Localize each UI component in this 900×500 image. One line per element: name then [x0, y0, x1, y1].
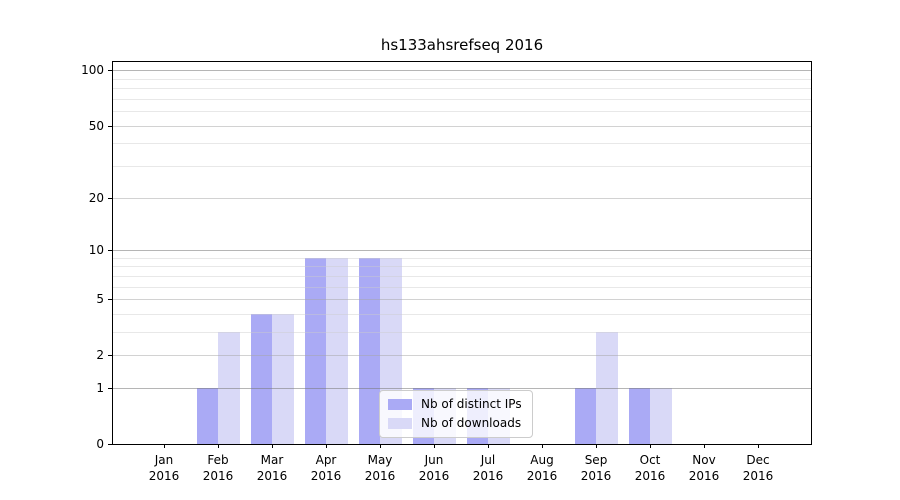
y-tick-mark	[108, 298, 113, 300]
gridline	[113, 125, 811, 127]
gridline	[113, 257, 811, 259]
x-tick-label-jul: Jul 2016	[472, 453, 504, 483]
gridline	[113, 166, 811, 167]
y-tick-mark	[108, 125, 113, 127]
x-tick-mark	[326, 444, 327, 448]
x-tick-label-may: May 2016	[364, 453, 396, 483]
x-tick-mark	[434, 444, 435, 448]
x-tick-mark	[488, 444, 489, 448]
y-tick-label: 100	[81, 63, 104, 78]
y-tick-label: 2	[96, 348, 104, 363]
x-tick-mark	[218, 444, 219, 448]
gridline	[113, 88, 811, 90]
x-tick-label-aug: Aug 2016	[526, 453, 558, 483]
legend-item-downloads: Nb of downloads	[388, 416, 522, 431]
bar-sep-distinct-ips	[574, 387, 596, 444]
gridline	[113, 313, 811, 315]
x-tick-label-jun: Jun 2016	[418, 453, 450, 483]
legend-swatch-downloads	[388, 418, 412, 429]
gridline	[113, 286, 811, 288]
y-tick-mark	[108, 70, 113, 72]
y-tick-label: 1	[96, 380, 104, 395]
bar-apr-distinct-ips	[304, 257, 326, 444]
legend-label-distinct-ips: Nb of distinct IPs	[421, 397, 522, 411]
gridline	[113, 355, 811, 357]
gridline	[113, 249, 811, 251]
x-tick-label-nov: Nov 2016	[688, 453, 720, 483]
x-tick-mark	[272, 444, 273, 448]
legend-swatch-distinct-ips	[388, 399, 412, 410]
legend: Nb of distinct IPs Nb of downloads	[379, 390, 533, 438]
x-tick-mark	[704, 444, 705, 448]
y-tick-label: 5	[96, 291, 104, 306]
bar-feb-distinct-ips	[196, 387, 218, 444]
x-tick-mark	[164, 444, 165, 448]
y-tick-mark	[108, 197, 113, 199]
y-tick-label: 50	[88, 118, 104, 133]
bar-mar-distinct-ips	[250, 313, 272, 444]
y-tick-label: 20	[88, 190, 104, 205]
gridline	[113, 111, 811, 113]
x-tick-mark	[650, 444, 651, 448]
chart-title: hs133ahsrefseq 2016	[380, 36, 544, 54]
gridline	[113, 70, 811, 72]
bar-mar-downloads	[272, 313, 294, 444]
y-tick-mark	[108, 387, 113, 389]
gridline	[113, 143, 811, 145]
gridline	[113, 266, 811, 268]
x-tick-mark	[596, 444, 597, 448]
y-tick-label: 10	[88, 242, 104, 257]
x-tick-mark	[758, 444, 759, 448]
y-tick-label: 0	[96, 437, 104, 451]
y-tick-mark	[108, 444, 113, 445]
legend-item-distinct-ips: Nb of distinct IPs	[388, 397, 522, 412]
y-tick-mark	[108, 355, 113, 357]
gridline	[113, 298, 811, 300]
gridline	[113, 331, 811, 333]
bar-apr-downloads	[326, 257, 348, 444]
bar-may-distinct-ips	[358, 257, 380, 444]
y-tick-mark	[108, 249, 113, 251]
gridline	[113, 78, 811, 80]
x-tick-mark	[380, 444, 381, 448]
gridline	[113, 197, 811, 199]
x-tick-label-jan: Jan 2016	[148, 453, 180, 483]
bar-oct-downloads	[650, 387, 672, 444]
x-tick-label-dec: Dec 2016	[742, 453, 774, 483]
plot-area: Nb of distinct IPs Nb of downloads	[112, 61, 812, 445]
x-tick-label-sep: Sep 2016	[580, 453, 612, 483]
gridline	[113, 387, 811, 389]
legend-label-downloads: Nb of downloads	[421, 416, 522, 430]
gridline	[113, 98, 811, 100]
x-tick-mark	[542, 444, 543, 448]
gridline	[113, 275, 811, 277]
bar-oct-distinct-ips	[628, 387, 650, 444]
x-tick-label-apr: Apr 2016	[310, 453, 342, 483]
x-tick-label-mar: Mar 2016	[256, 453, 288, 483]
x-tick-label-feb: Feb 2016	[202, 453, 234, 483]
x-tick-label-oct: Oct 2016	[634, 453, 666, 483]
